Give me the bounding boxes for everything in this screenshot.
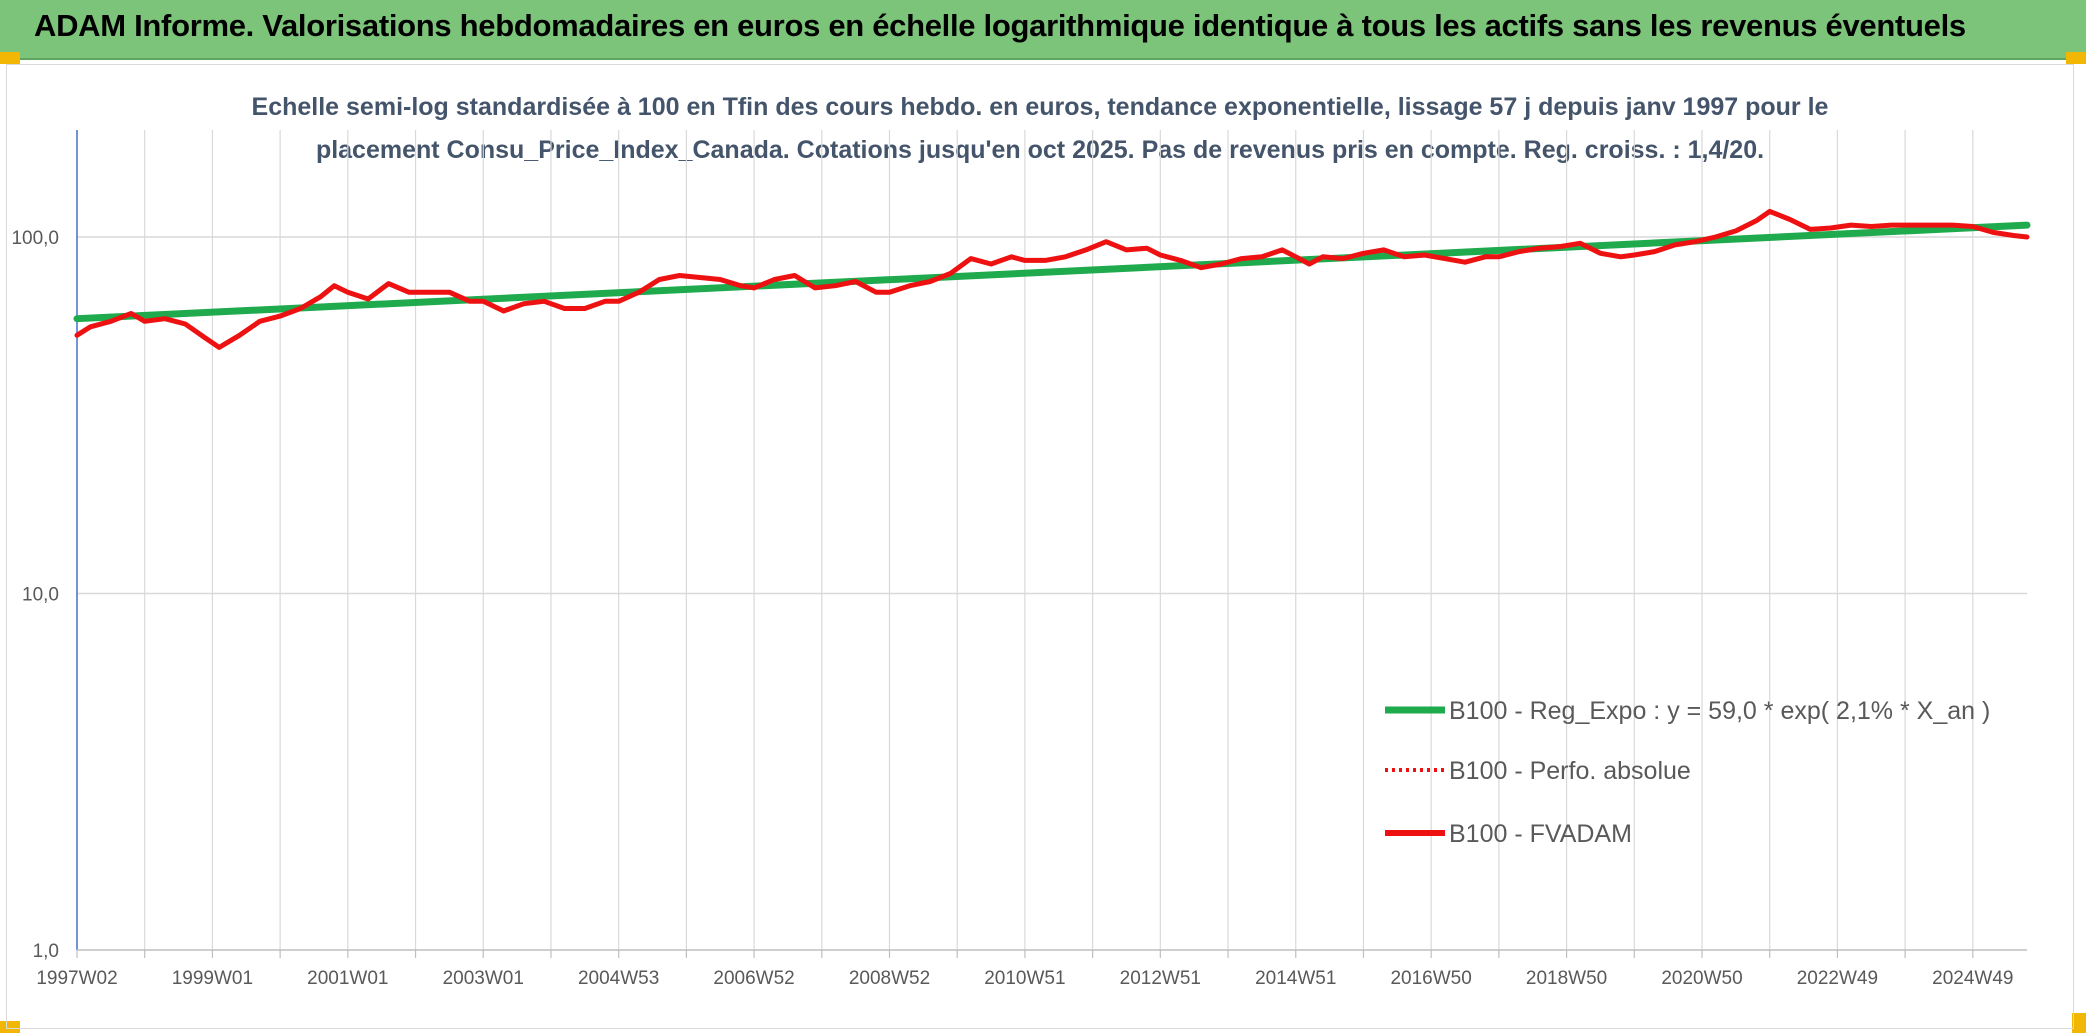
- x-tick-label: 2003W01: [443, 968, 524, 989]
- x-tick-label: 1997W02: [36, 968, 117, 989]
- corner-accent-top-left: [0, 52, 20, 64]
- chart-subtitle-line-2: placement Consu_Price_Index_Canada. Cota…: [316, 136, 1764, 164]
- y-tick-label: 100,0: [11, 228, 59, 249]
- corner-accent-top-right: [2066, 52, 2086, 64]
- banner-title: ADAM Informe. Valorisations hebdomadaire…: [34, 8, 1966, 43]
- x-tick-label: 1999W01: [172, 968, 253, 989]
- y-tick-label: 1,0: [33, 941, 59, 962]
- legend-label-perfo: B100 - Perfo. absolue: [1449, 757, 1691, 785]
- series-line-trend: [73, 221, 2031, 323]
- x-tick-label: 2024W49: [1932, 968, 2013, 989]
- corner-accent-bottom-left: [0, 1021, 20, 1033]
- series-lines: [73, 208, 2031, 350]
- x-tick-label: 2020W50: [1661, 968, 1742, 989]
- chart-subtitle-line-1: Echelle semi-log standardisée à 100 en T…: [252, 93, 1829, 121]
- x-tick-label: 2014W51: [1255, 968, 1336, 989]
- corner-accent-bottom-right: [2072, 1013, 2086, 1033]
- report-banner: ADAM Informe. Valorisations hebdomadaire…: [0, 0, 2086, 60]
- y-tick-label: 10,0: [22, 585, 59, 606]
- legend-label-trend: B100 - Reg_Expo : y = 59,0 * exp( 2,1% *…: [1449, 697, 1990, 725]
- x-tick-label: 2008W52: [849, 968, 930, 989]
- x-tick-label: 2001W01: [307, 968, 388, 989]
- series-line-fvadam: [74, 208, 2030, 350]
- chart-legend: B100 - Reg_Expo : y = 59,0 * exp( 2,1% *…: [1385, 697, 1990, 848]
- axes: 1,0 10,0 100,0 1997W02 1999W01 2001W01 2003W01…: [11, 130, 2027, 989]
- chart-frame: [6, 64, 2074, 1029]
- x-tick-label: 2012W51: [1120, 968, 1201, 989]
- x-tick-label: 2018W50: [1526, 968, 1607, 989]
- x-tick-label: 2004W53: [578, 968, 659, 989]
- legend-label-fvadam: B100 - FVADAM: [1449, 820, 1632, 848]
- x-tick-label: 2016W50: [1390, 968, 1471, 989]
- x-tick-label: 2010W51: [984, 968, 1065, 989]
- grid-lines: [77, 130, 2027, 950]
- x-tick-label: 2022W49: [1797, 968, 1878, 989]
- x-tick-label: 2006W52: [713, 968, 794, 989]
